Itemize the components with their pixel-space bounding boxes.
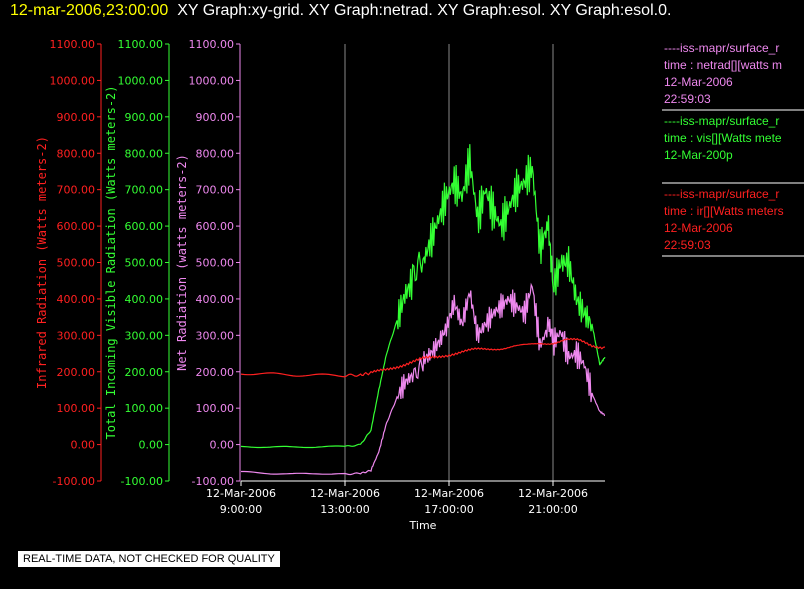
visible-tick-label: 800.00 bbox=[125, 147, 164, 160]
visible-axis-title: Total Incoming Visible Radiation (Watts … bbox=[104, 85, 118, 439]
visible-tick-label: 1100.00 bbox=[118, 38, 164, 51]
visible-tick-label: 200.00 bbox=[125, 366, 164, 379]
legend-infrared-line: ----iss-mapr/surface_r bbox=[664, 187, 779, 201]
x-tick-label-time: 13:00:00 bbox=[320, 503, 369, 516]
visible-tick-label: 400.00 bbox=[125, 293, 164, 306]
x-tick-label-time: 21:00:00 bbox=[528, 503, 577, 516]
infrared-tick-label: 400.00 bbox=[57, 293, 96, 306]
infrared-tick-label: 100.00 bbox=[57, 402, 96, 415]
net-tick-label: 400.00 bbox=[196, 293, 235, 306]
visible-tick-label: -100.00 bbox=[121, 475, 163, 488]
grid-lines bbox=[344, 44, 554, 481]
infrared-tick-label: -100.00 bbox=[53, 475, 95, 488]
visible-tick-label: 500.00 bbox=[125, 257, 164, 270]
data-series bbox=[240, 144, 606, 476]
legend-infrared-line: 12-Mar-2006 bbox=[664, 221, 733, 235]
infrared-tick-label: 300.00 bbox=[57, 329, 96, 342]
visible-tick-label: 900.00 bbox=[125, 111, 164, 124]
legend-infrared-line: time : ir[][Watts meters bbox=[664, 204, 784, 218]
legend-visible-line: time : vis[][Watts mete bbox=[664, 131, 782, 145]
infrared-axis-title: Infrared Radiation (Watts meters-2) bbox=[35, 136, 49, 389]
net-series-line bbox=[241, 282, 606, 476]
header-date: 12-mar-2006,23:00:00 bbox=[10, 2, 169, 19]
visible-tick-label: 700.00 bbox=[125, 184, 164, 197]
net-tick-label: 1000.00 bbox=[189, 74, 235, 87]
net-axis-title: Net Radiation (watts meters-2) bbox=[175, 154, 189, 371]
infrared-tick-label: 200.00 bbox=[57, 366, 96, 379]
infrared-tick-label: 600.00 bbox=[57, 220, 96, 233]
visible-tick-label: 0.00 bbox=[139, 439, 164, 452]
legend-net-line: ----iss-mapr/surface_r bbox=[664, 41, 779, 55]
x-tick-label-time: 17:00:00 bbox=[424, 503, 473, 516]
legend-net-line: 22:59:03 bbox=[664, 92, 711, 106]
net-tick-label: 300.00 bbox=[196, 329, 235, 342]
chart-header: 12-mar-2006,23:00:00 XY Graph:xy-grid. X… bbox=[10, 2, 671, 20]
net-tick-label: 500.00 bbox=[196, 257, 235, 270]
visible-series-line bbox=[240, 144, 606, 449]
infrared-tick-label: 700.00 bbox=[57, 184, 96, 197]
x-axis-title: Time bbox=[409, 519, 437, 532]
infrared-tick-label: 1100.00 bbox=[50, 38, 96, 51]
legend-infrared-line: 22:59:03 bbox=[664, 238, 711, 252]
x-axis: 12-Mar-2006 9:00:00 12-Mar-2006 13:00:00 12-… bbox=[206, 480, 605, 532]
legend-visible-line: ----iss-mapr/surface_r bbox=[664, 114, 779, 128]
net-tick-label: 800.00 bbox=[196, 147, 235, 160]
visible-tick-label: 300.00 bbox=[125, 329, 164, 342]
infrared-tick-label: 500.00 bbox=[57, 257, 96, 270]
x-tick-label-date: 12-Mar-2006 bbox=[518, 487, 588, 500]
infrared-tick-label: 900.00 bbox=[57, 111, 96, 124]
infrared-tick-label: 1000.00 bbox=[50, 74, 96, 87]
net-tick-label: 600.00 bbox=[196, 220, 235, 233]
infrared-tick-label: 0.00 bbox=[71, 439, 96, 452]
x-tick-label-date: 12-Mar-2006 bbox=[206, 487, 276, 500]
net-tick-label: 900.00 bbox=[196, 111, 235, 124]
net-tick-label: 200.00 bbox=[196, 366, 235, 379]
net-tick-label: 100.00 bbox=[196, 402, 235, 415]
x-tick-label-date: 12-Mar-2006 bbox=[414, 487, 484, 500]
x-tick-label-time: 9:00:00 bbox=[220, 503, 262, 516]
net-tick-label: 1100.00 bbox=[189, 38, 235, 51]
infrared-series-line bbox=[240, 337, 606, 378]
legend-net-line: time : netrad[][watts m bbox=[664, 58, 782, 72]
header-graph-list: XY Graph:xy-grid. XY Graph:netrad. XY Gr… bbox=[177, 2, 672, 19]
legend-net-line: 12-Mar-2006 bbox=[664, 75, 733, 89]
quality-notice: REAL-TIME DATA, NOT CHECKED FOR QUALITY bbox=[18, 551, 280, 567]
visible-tick-label: 1000.00 bbox=[118, 74, 164, 87]
net-tick-label: 0.00 bbox=[210, 439, 235, 452]
visible-tick-label: 100.00 bbox=[125, 402, 164, 415]
visible-tick-label: 600.00 bbox=[125, 220, 164, 233]
infrared-tick-label: 800.00 bbox=[57, 147, 96, 160]
y-axes: 1100.00 1000.00 900.00 800.00 700.00 600.00 50… bbox=[35, 38, 241, 488]
net-tick-label: 700.00 bbox=[196, 184, 235, 197]
x-tick-label-date: 12-Mar-2006 bbox=[310, 487, 380, 500]
legend-visible-line: 12-Mar-200p bbox=[664, 148, 733, 162]
net-tick-label: -100.00 bbox=[192, 475, 234, 488]
